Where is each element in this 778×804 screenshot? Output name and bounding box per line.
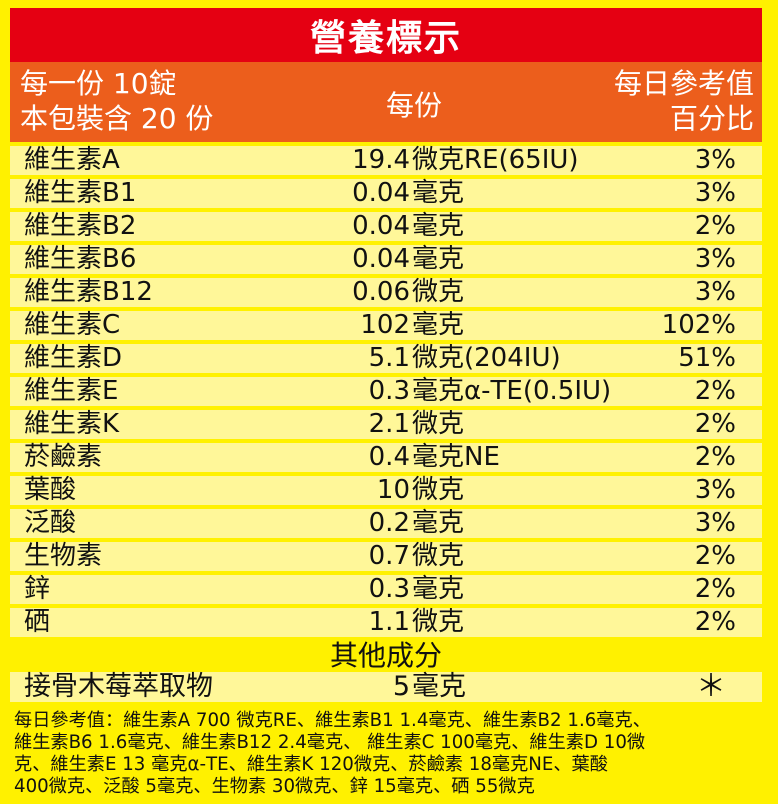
- nutrient-amount: 0.7: [368, 541, 410, 571]
- serving-size: 每一份 10錠: [20, 67, 177, 100]
- nutrient-pct: 2%: [694, 211, 736, 241]
- nutrient-amount: 0.04: [352, 211, 410, 241]
- footnote-line: 克、維生素E 13 毫克α-TE、維生素K 120微克、菸鹼素 18毫克NE、葉…: [14, 754, 608, 775]
- nutrient-pct: 2%: [694, 607, 736, 637]
- nutrient-name: 維生素A: [24, 145, 120, 175]
- nutrient-pct: 3%: [694, 508, 736, 538]
- nutrient-amount: 102: [360, 310, 410, 340]
- per-serving-header: 每份: [386, 89, 443, 122]
- footnote-line: 維生素B6 1.6毫克、維生素B12 2.4毫克、 維生素C 100毫克、維生素…: [14, 732, 646, 753]
- nutrient-row: 泛酸 0.2 毫克 3%: [10, 509, 762, 538]
- other-ingredient-name: 接骨木莓萃取物: [24, 671, 213, 702]
- other-ingredients-title: 其他成分: [329, 639, 442, 672]
- nutrient-unit: 微克RE(65IU): [412, 145, 579, 175]
- nutrient-row: 維生素A 19.4 微克RE(65IU) 3%: [10, 146, 762, 175]
- nutrient-pct: 3%: [694, 178, 736, 208]
- daily-value-footnote: 每日參考值：維生素A 700 微克RE、維生素B1 1.4毫克、維生素B2 1.…: [14, 710, 770, 798]
- nutrient-pct: 2%: [694, 409, 736, 439]
- nutrient-amount: 2.1: [368, 409, 410, 439]
- label-title: 營養標示: [10, 8, 762, 62]
- nutrient-row: 維生素D 5.1 微克(204IU) 51%: [10, 344, 762, 373]
- nutrient-name: 生物素: [24, 541, 103, 571]
- nutrient-unit: 微克: [412, 277, 465, 307]
- nutrient-amount: 0.06: [352, 277, 410, 307]
- nutrient-pct: 3%: [694, 244, 736, 274]
- nutrient-amount: 5.1: [368, 343, 410, 373]
- nutrient-amount: 10: [376, 475, 410, 505]
- nutrient-row: 維生素E 0.3 毫克α-TE(0.5IU) 2%: [10, 377, 762, 406]
- other-ingredient-row: 接骨木莓萃取物 5 毫克 ＊: [10, 672, 762, 702]
- nutrient-unit: 毫克: [412, 310, 465, 340]
- nutrient-pct: 2%: [694, 574, 736, 604]
- footnote-line: 400微克、泛酸 5毫克、生物素 30微克、鋅 15毫克、硒 55微克: [14, 776, 535, 797]
- nutrient-name: 維生素D: [24, 343, 123, 373]
- nutrient-row: 葉酸 10 微克 3%: [10, 476, 762, 505]
- nutrient-amount: 0.2: [368, 508, 410, 538]
- nutrient-amount: 0.4: [368, 442, 410, 472]
- nutrient-pct: 3%: [694, 277, 736, 307]
- nutrient-name: 硒: [24, 607, 51, 637]
- nutrient-unit: 微克: [412, 409, 465, 439]
- nutrient-unit: 毫克: [412, 508, 465, 538]
- nutrient-row: 菸鹼素 0.4 毫克NE 2%: [10, 443, 762, 472]
- nutrient-unit: 毫克α-TE(0.5IU): [412, 376, 612, 406]
- nutrient-row: 生物素 0.7 微克 2%: [10, 542, 762, 571]
- nutrient-name: 葉酸: [24, 475, 77, 505]
- nutrient-pct: 2%: [694, 376, 736, 406]
- nutrient-unit: 毫克: [412, 244, 465, 274]
- table-header: 每一份 10錠 本包裝含 20 份 每份 每日參考值 百分比: [10, 62, 762, 142]
- other-ingredient-pct: ＊: [696, 669, 726, 704]
- nutrient-unit: 毫克: [412, 178, 465, 208]
- nutrient-name: 鋅: [24, 574, 51, 604]
- nutrient-name: 維生素K: [24, 409, 120, 439]
- nutrient-unit: 毫克: [412, 574, 465, 604]
- nutrient-name: 維生素B12: [24, 277, 153, 307]
- nutrient-amount: 0.3: [368, 376, 410, 406]
- nutrient-row: 維生素B1 0.04 毫克 3%: [10, 179, 762, 208]
- nutrient-amount: 0.04: [352, 178, 410, 208]
- nutrient-row: 維生素B12 0.06 微克 3%: [10, 278, 762, 307]
- nutrient-name: 維生素C: [24, 310, 121, 340]
- nutrient-row: 鋅 0.3 毫克 2%: [10, 575, 762, 604]
- servings-per-package: 本包裝含 20 份: [20, 102, 214, 135]
- nutrient-name: 泛酸: [24, 508, 77, 538]
- nutrient-pct: 51%: [678, 343, 736, 373]
- nutrient-unit: 毫克NE: [412, 442, 500, 472]
- nutrient-row: 維生素B2 0.04 毫克 2%: [10, 212, 762, 241]
- nutrient-rows: 維生素A 19.4 微克RE(65IU) 3% 維生素B1 0.04 毫克 3% 維生素B2 0.…: [10, 146, 762, 641]
- nutrient-name: 維生素B1: [24, 178, 137, 208]
- nutrient-name: 維生素E: [24, 376, 119, 406]
- nutrient-unit: 微克(204IU): [412, 343, 561, 373]
- nutrient-unit: 毫克: [412, 211, 465, 241]
- nutrient-row: 維生素B6 0.04 毫克 3%: [10, 245, 762, 274]
- nutrient-name: 菸鹼素: [24, 442, 103, 472]
- daily-value-line2: 百分比: [669, 102, 754, 135]
- footnote-line: 每日參考值：維生素A 700 微克RE、維生素B1 1.4毫克、維生素B2 1.…: [14, 710, 651, 731]
- nutrient-row: 維生素C 102 毫克 102%: [10, 311, 762, 340]
- nutrient-amount: 0.3: [368, 574, 410, 604]
- nutrient-pct: 2%: [694, 442, 736, 472]
- nutrient-pct: 3%: [694, 145, 736, 175]
- other-ingredient-amount: 5: [392, 671, 410, 702]
- nutrient-amount: 0.04: [352, 244, 410, 274]
- nutrient-amount: 19.4: [352, 145, 410, 175]
- serving-info: 每一份 10錠 本包裝含 20 份: [20, 66, 213, 136]
- nutrient-pct: 2%: [694, 541, 736, 571]
- daily-value-line1: 每日參考值: [613, 67, 754, 100]
- nutrient-name: 維生素B2: [24, 211, 137, 241]
- nutrient-name: 維生素B6: [24, 244, 137, 274]
- nutrient-amount: 1.1: [368, 607, 410, 637]
- nutrient-pct: 3%: [694, 475, 736, 505]
- nutrient-row: 硒 1.1 微克 2%: [10, 608, 762, 637]
- nutrient-pct: 102%: [661, 310, 736, 340]
- nutrient-unit: 微克: [412, 475, 465, 505]
- nutrient-row: 維生素K 2.1 微克 2%: [10, 410, 762, 439]
- daily-value-header: 每日參考值 百分比: [614, 66, 754, 136]
- other-ingredient-unit: 毫克: [412, 671, 466, 702]
- nutrient-unit: 微克: [412, 541, 465, 571]
- nutrient-unit: 微克: [412, 607, 465, 637]
